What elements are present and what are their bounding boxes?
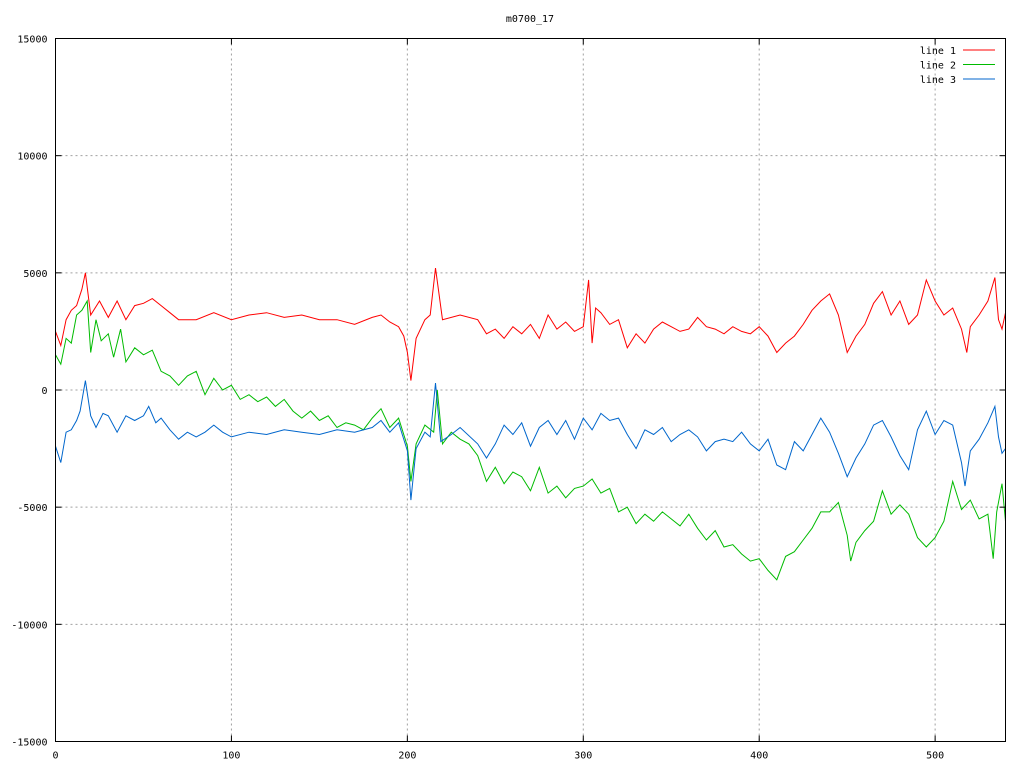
x-tick-label: 200 <box>398 751 416 762</box>
y-tick-label: 0 <box>41 386 47 397</box>
axis-ticks: 0 100 200 300 400 500 -15000 -10000 -5000 0 5000 10… <box>11 35 1006 762</box>
legend-label: line 1 <box>920 46 956 57</box>
series-line-1 <box>55 268 1006 381</box>
series-lines <box>55 268 1006 581</box>
legend-label: line 2 <box>920 61 956 72</box>
y-tick-label: -5000 <box>17 503 47 514</box>
x-tick-label: 500 <box>926 751 944 762</box>
y-tick-label: 5000 <box>23 269 47 280</box>
x-tick-label: 100 <box>222 751 240 762</box>
y-tick-label: 15000 <box>17 35 47 46</box>
y-tick-label: -10000 <box>11 620 47 631</box>
chart-title: m0700_17 <box>506 14 554 25</box>
legend: line 1 line 2 line 3 <box>920 46 995 86</box>
grid-lines <box>55 38 1006 742</box>
x-tick-label: 400 <box>750 751 768 762</box>
y-tick-label: -15000 <box>11 738 47 749</box>
series-line-2 <box>55 299 1006 581</box>
x-tick-label: 300 <box>574 751 592 762</box>
x-tick-label: 0 <box>52 751 58 762</box>
y-tick-label: 10000 <box>17 152 47 163</box>
series-line-3 <box>55 380 1006 501</box>
legend-label: line 3 <box>920 75 956 86</box>
